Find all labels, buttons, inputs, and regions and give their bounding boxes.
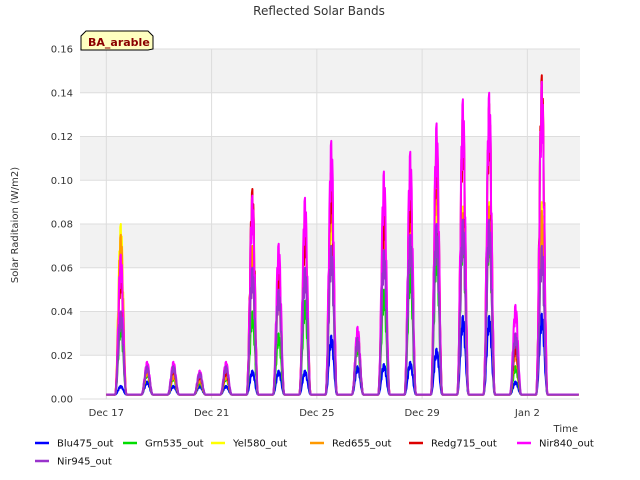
site-badge: BA_arable: [80, 30, 154, 51]
x-tick-label: Dec 17: [89, 408, 124, 419]
plot-band: [80, 49, 580, 93]
x-axis-ticks: Dec 17 Dec 21 Dec 25 Dec 29 Jan 2: [89, 408, 540, 419]
legend-label-nir945-out: Nir945_out: [57, 457, 112, 468]
x-axis-title: Time: [553, 424, 578, 435]
y-tick-label: 0.16: [51, 45, 73, 56]
legend-label-redg715-out: Redg715_out: [431, 439, 497, 450]
legend-label-grn535-out: Grn535_out: [145, 439, 204, 450]
series-lines: [106, 74, 579, 396]
y-axis-ticks: 0.00 0.02 0.04 0.06 0.08 0.10 0.12 0.14 0.16: [51, 45, 73, 406]
x-tick-label: Dec 25: [299, 408, 334, 419]
legend-label-yel580-out: Yel580_out: [232, 439, 287, 450]
y-tick-label: 0.06: [51, 263, 73, 274]
series-line-nir945-out: [106, 218, 579, 396]
x-tick-label: Jan 2: [514, 408, 540, 419]
y-tick-label: 0.08: [51, 220, 73, 231]
site-badge-label: BA_arable: [88, 36, 150, 49]
legend-label-blu475-out: Blu475_out: [57, 439, 114, 450]
plot-band: [80, 92, 580, 137]
legend-label-nir840-out: Nir840_out: [539, 439, 594, 450]
y-tick-label: 0.14: [51, 88, 73, 99]
chart-title: Reflected Solar Bands: [253, 4, 385, 18]
y-axis-title: Solar Raditaion (W/m2): [10, 167, 21, 283]
y-tick-label: 0.04: [51, 307, 73, 318]
y-tick-label: 0.12: [51, 132, 73, 143]
site-badge-box: [80, 30, 154, 51]
x-tick-label: Dec 21: [194, 408, 229, 419]
y-tick-label: 0.00: [51, 395, 73, 406]
legend-label-red655-out: Red655_out: [332, 439, 392, 450]
legend: Blu475_out Grn535_out Yel580_out Red655_out…: [35, 439, 594, 468]
y-tick-label: 0.10: [51, 176, 73, 187]
x-tick-label: Dec 29: [404, 408, 439, 419]
y-tick-label: 0.02: [51, 351, 73, 362]
